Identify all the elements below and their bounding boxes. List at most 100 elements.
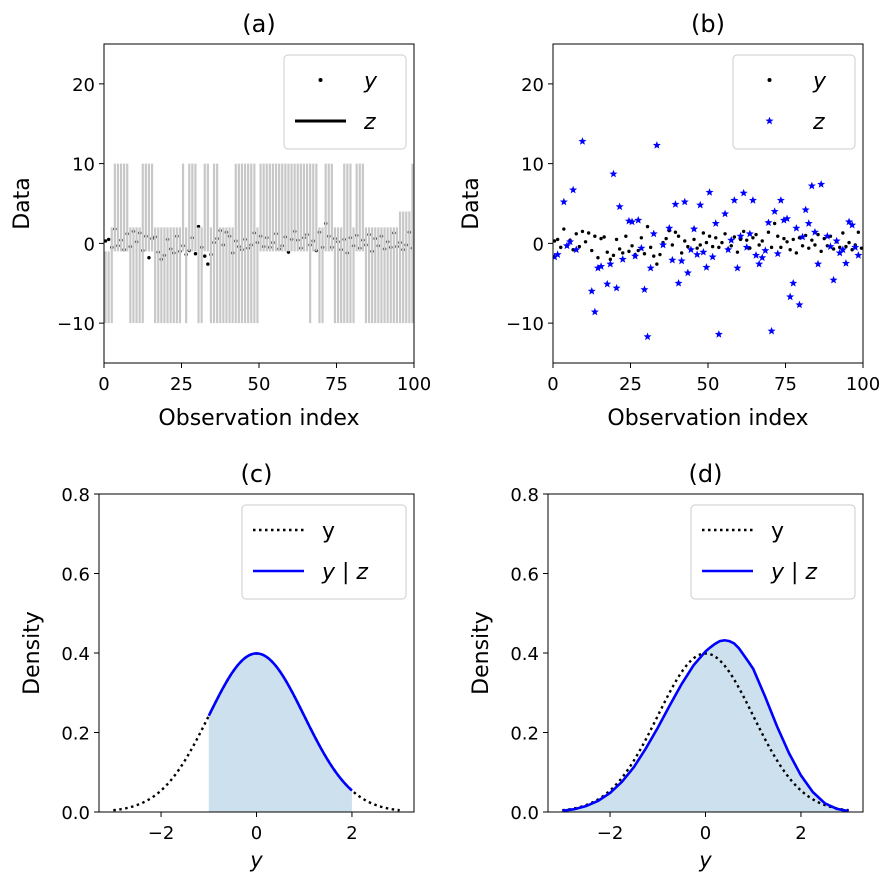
star-point bbox=[789, 279, 798, 287]
data-point bbox=[745, 238, 749, 242]
data-point bbox=[714, 236, 718, 240]
star-point bbox=[783, 214, 792, 223]
star-point bbox=[572, 245, 581, 254]
data-point bbox=[673, 230, 678, 234]
star-point bbox=[779, 216, 788, 224]
data-point bbox=[766, 230, 771, 234]
data-point bbox=[614, 237, 619, 242]
star-point bbox=[845, 217, 854, 226]
star-point bbox=[652, 141, 661, 149]
star-point bbox=[730, 196, 739, 204]
y-axis-label: Data bbox=[10, 177, 35, 230]
data-point bbox=[555, 237, 560, 242]
data-point bbox=[729, 244, 733, 248]
x-tick-label: 75 bbox=[325, 374, 348, 395]
panel-title: (b) bbox=[691, 10, 725, 38]
data-point bbox=[710, 244, 715, 249]
data-point bbox=[772, 221, 777, 226]
data-point bbox=[838, 245, 842, 250]
legend-label: y | z bbox=[770, 560, 817, 585]
data-point bbox=[754, 232, 758, 237]
data-point bbox=[723, 232, 727, 236]
star-point bbox=[823, 232, 832, 240]
star-point bbox=[640, 285, 649, 294]
star-point bbox=[807, 181, 816, 190]
data-point bbox=[810, 238, 814, 242]
legend-marker bbox=[767, 78, 772, 82]
data-point bbox=[562, 227, 566, 231]
star-point bbox=[801, 205, 810, 214]
density-fill bbox=[562, 640, 849, 812]
data-point bbox=[624, 234, 628, 238]
star-point bbox=[838, 245, 847, 254]
star-point bbox=[628, 217, 637, 226]
legend-label: z bbox=[363, 110, 376, 135]
x-tick-label: 75 bbox=[774, 374, 797, 395]
data-point bbox=[785, 240, 789, 244]
x-tick-label: 50 bbox=[248, 374, 271, 395]
legend-box bbox=[283, 54, 407, 150]
data-point bbox=[813, 243, 817, 247]
y-axis-label: Density bbox=[469, 611, 494, 695]
star-point bbox=[569, 185, 578, 194]
plot-area bbox=[562, 638, 849, 812]
data-point bbox=[630, 244, 634, 248]
star-point bbox=[665, 224, 674, 232]
plot-area bbox=[104, 163, 414, 324]
star-point bbox=[804, 219, 813, 227]
data-point bbox=[847, 240, 851, 245]
star-point bbox=[755, 259, 764, 268]
star-point bbox=[854, 251, 863, 259]
data-point bbox=[782, 236, 786, 241]
density-line bbox=[207, 652, 353, 792]
data-point bbox=[757, 243, 761, 247]
star-point bbox=[646, 263, 655, 272]
data-point bbox=[707, 234, 712, 238]
star-point bbox=[739, 188, 748, 197]
panel-title: (c) bbox=[241, 460, 273, 488]
star-point bbox=[609, 169, 618, 178]
star-point bbox=[767, 326, 776, 335]
legend-box bbox=[732, 54, 856, 150]
star-point bbox=[671, 200, 680, 208]
y-tick-label: 0 bbox=[84, 234, 95, 255]
data-point bbox=[760, 239, 764, 243]
star-point bbox=[752, 251, 761, 259]
legend-label: y | z bbox=[321, 560, 368, 585]
data-point bbox=[776, 234, 780, 238]
star-point bbox=[708, 252, 717, 261]
y-tick-label: 0.0 bbox=[61, 803, 90, 824]
data-point bbox=[147, 256, 151, 260]
x-tick-label: −2 bbox=[148, 823, 175, 844]
star-point bbox=[593, 263, 602, 272]
data-point bbox=[593, 234, 597, 238]
star-point bbox=[637, 243, 646, 252]
x-axis-label: y bbox=[698, 848, 712, 872]
data-point bbox=[698, 243, 702, 247]
y-tick-label: 0.8 bbox=[61, 485, 90, 506]
star-point bbox=[659, 240, 668, 249]
data-point bbox=[686, 244, 690, 249]
star-point bbox=[674, 279, 683, 287]
data-point bbox=[596, 256, 600, 260]
star-point bbox=[705, 188, 714, 196]
panel-title: (a) bbox=[242, 10, 275, 38]
data-point bbox=[106, 237, 111, 242]
legend-marker bbox=[318, 78, 323, 82]
star-point bbox=[851, 243, 860, 251]
star-point bbox=[683, 268, 692, 277]
data-point bbox=[206, 262, 210, 266]
data-point bbox=[104, 239, 108, 243]
data-point bbox=[679, 251, 684, 255]
star-point bbox=[559, 197, 568, 206]
data-point bbox=[779, 245, 783, 250]
star-point bbox=[770, 207, 779, 215]
x-tick-label: 25 bbox=[170, 374, 193, 395]
star-point bbox=[848, 220, 857, 229]
data-point bbox=[844, 244, 848, 249]
y-tick-label: 0.6 bbox=[61, 565, 90, 586]
data-point bbox=[577, 244, 582, 249]
data-point bbox=[807, 246, 811, 250]
star-point bbox=[761, 246, 770, 254]
